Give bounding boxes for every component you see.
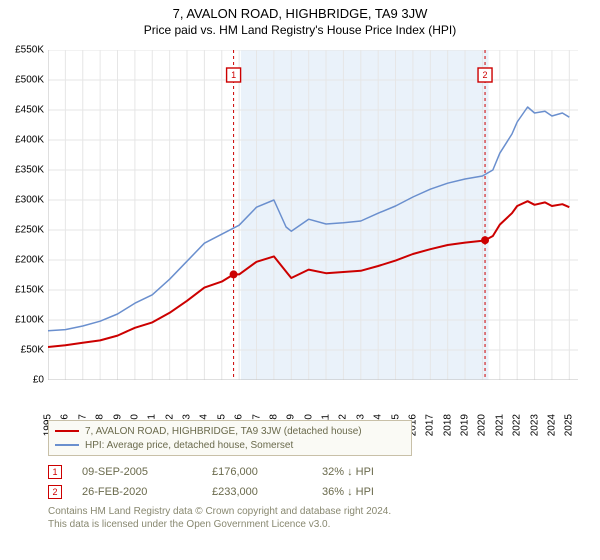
- legend-item: HPI: Average price, detached house, Some…: [55, 438, 405, 452]
- y-tick-label: £150K: [0, 285, 44, 296]
- chart-subtitle: Price paid vs. HM Land Registry's House …: [0, 21, 600, 37]
- x-tick-label: 2025: [564, 414, 575, 436]
- chart-title: 7, AVALON ROAD, HIGHBRIDGE, TA9 3JW: [0, 0, 600, 21]
- sale-date: 26-FEB-2020: [82, 486, 212, 498]
- y-tick-label: £300K: [0, 195, 44, 206]
- footer-line: Contains HM Land Registry data © Crown c…: [48, 506, 578, 519]
- svg-text:1: 1: [231, 70, 236, 80]
- y-tick-label: £500K: [0, 75, 44, 86]
- svg-text:2: 2: [483, 70, 488, 80]
- y-tick-label: £250K: [0, 225, 44, 236]
- x-axis-labels: 1995199619971998199920002001200220032004…: [48, 384, 578, 418]
- legend-swatch: [55, 444, 79, 446]
- plot-svg: 12: [48, 50, 578, 380]
- legend-item: 7, AVALON ROAD, HIGHBRIDGE, TA9 3JW (det…: [55, 424, 405, 438]
- y-tick-label: £450K: [0, 105, 44, 116]
- y-tick-label: £0: [0, 375, 44, 386]
- sale-date: 09-SEP-2005: [82, 466, 212, 478]
- chart-container: 7, AVALON ROAD, HIGHBRIDGE, TA9 3JW Pric…: [0, 0, 600, 560]
- sale-rows: 1 09-SEP-2005 £176,000 32% ↓ HPI 2 26-FE…: [48, 462, 578, 502]
- y-tick-label: £100K: [0, 315, 44, 326]
- sale-price: £233,000: [212, 486, 322, 498]
- y-tick-label: £400K: [0, 135, 44, 146]
- x-tick-label: 2018: [442, 414, 453, 436]
- x-tick-label: 2017: [425, 414, 436, 436]
- sale-price: £176,000: [212, 466, 322, 478]
- sale-row: 2 26-FEB-2020 £233,000 36% ↓ HPI: [48, 482, 578, 502]
- x-tick-label: 2022: [512, 414, 523, 436]
- y-tick-label: £550K: [0, 45, 44, 56]
- x-tick-label: 2019: [460, 414, 471, 436]
- x-tick-label: 2023: [529, 414, 540, 436]
- y-tick-label: £350K: [0, 165, 44, 176]
- x-tick-label: 2021: [494, 414, 505, 436]
- y-tick-label: £200K: [0, 255, 44, 266]
- sale-marker-box: 2: [48, 485, 62, 499]
- sale-delta: 36% ↓ HPI: [322, 486, 422, 498]
- sale-row: 1 09-SEP-2005 £176,000 32% ↓ HPI: [48, 462, 578, 482]
- legend-swatch: [55, 430, 79, 432]
- x-tick-label: 2020: [477, 414, 488, 436]
- footer: Contains HM Land Registry data © Crown c…: [48, 506, 578, 531]
- footer-line: This data is licensed under the Open Gov…: [48, 519, 578, 532]
- y-tick-label: £50K: [0, 345, 44, 356]
- legend: 7, AVALON ROAD, HIGHBRIDGE, TA9 3JW (det…: [48, 420, 412, 456]
- y-axis-labels: £0£50K£100K£150K£200K£250K£300K£350K£400…: [0, 50, 44, 380]
- sale-marker-box: 1: [48, 465, 62, 479]
- legend-label: 7, AVALON ROAD, HIGHBRIDGE, TA9 3JW (det…: [85, 426, 362, 437]
- legend-label: HPI: Average price, detached house, Some…: [85, 440, 293, 451]
- sale-delta: 32% ↓ HPI: [322, 466, 422, 478]
- x-tick-label: 2024: [546, 414, 557, 436]
- plot-area: 12: [48, 50, 578, 380]
